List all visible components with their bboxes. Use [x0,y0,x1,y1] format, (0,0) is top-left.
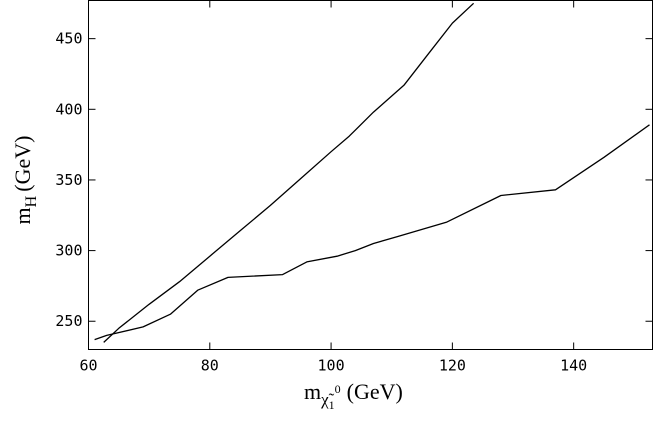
y-axis-title-unit: (GeV) [10,136,35,192]
x-tick-label: 120 [439,357,466,375]
x-tick-label: 60 [79,357,97,375]
x-axis-title-unit: (GeV) [347,379,403,404]
y-axis-title-main: m [10,207,35,224]
x-axis-title: mχ̃10 (GeV) [304,379,403,412]
series-line-2 [94,124,650,341]
x-tick-label: 100 [318,357,345,375]
y-tick-label: 250 [55,312,82,330]
x-tick-label: 80 [201,357,219,375]
y-tick-label: 350 [55,171,82,189]
x-tick-label: 140 [560,357,587,375]
x-axis-title-main: m [304,379,321,404]
y-tick-label: 300 [55,242,82,260]
x-axis-title-superscript: 0 [335,382,341,396]
series-group [94,2,650,343]
y-tick-label: 450 [55,30,82,48]
y-axis-title: mH (GeV) [10,136,40,225]
x-axis-title-sub-sub: 1 [329,398,335,412]
x-axis-ticks: 60 80 100 120 140 [79,0,587,375]
y-tick-label: 400 [55,100,82,118]
series-line-1 [103,2,475,343]
plot-frame [88,0,653,350]
y-axis-ticks: 250 300 350 400 450 [55,30,653,330]
y-axis-title-subscript: H [23,195,40,207]
